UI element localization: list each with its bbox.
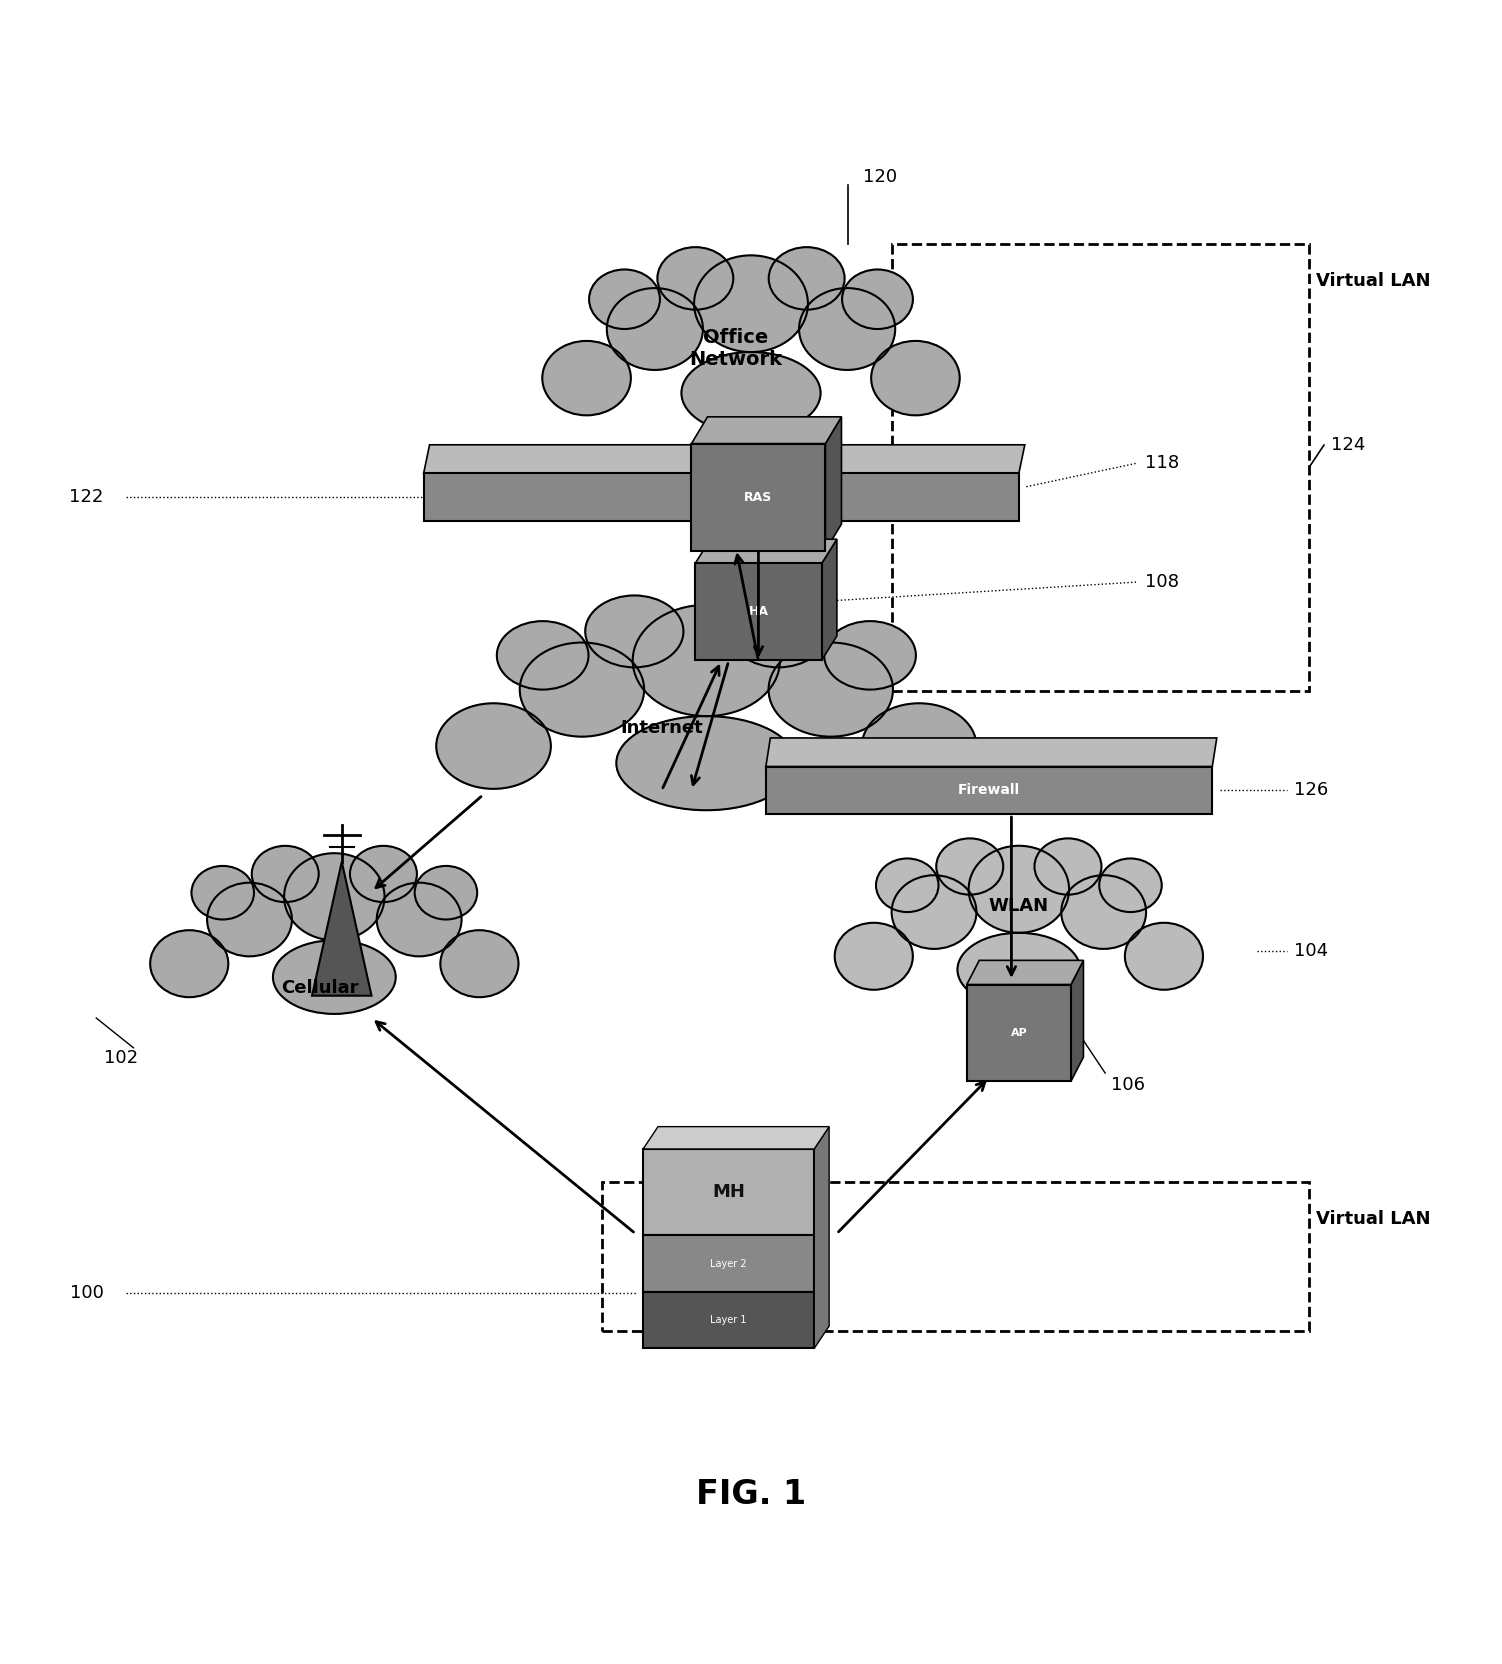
Ellipse shape <box>252 845 318 902</box>
Polygon shape <box>1071 960 1083 1082</box>
Ellipse shape <box>969 845 1069 934</box>
Ellipse shape <box>150 930 228 997</box>
Text: 102: 102 <box>104 1050 138 1067</box>
Text: 108: 108 <box>1146 572 1179 591</box>
Ellipse shape <box>825 621 916 689</box>
FancyBboxPatch shape <box>643 1291 814 1348</box>
Text: Layer 2: Layer 2 <box>710 1258 746 1268</box>
Text: 122: 122 <box>69 488 104 506</box>
Ellipse shape <box>607 288 703 369</box>
Polygon shape <box>766 737 1217 767</box>
Ellipse shape <box>843 270 913 329</box>
Ellipse shape <box>1062 875 1146 948</box>
Ellipse shape <box>957 934 1080 1007</box>
Ellipse shape <box>1099 859 1161 912</box>
Ellipse shape <box>284 854 385 940</box>
FancyBboxPatch shape <box>643 1148 814 1235</box>
Text: Cellular: Cellular <box>281 978 357 997</box>
Ellipse shape <box>1125 924 1203 990</box>
Text: WLAN: WLAN <box>988 897 1048 915</box>
Ellipse shape <box>436 704 551 789</box>
Text: 124: 124 <box>1331 436 1365 454</box>
Text: RAS: RAS <box>745 491 772 504</box>
Ellipse shape <box>497 621 589 689</box>
Ellipse shape <box>658 248 733 310</box>
Text: Virtual LAN: Virtual LAN <box>1316 1210 1431 1228</box>
Polygon shape <box>814 1127 829 1348</box>
Ellipse shape <box>589 270 659 329</box>
Ellipse shape <box>769 248 844 310</box>
Text: Layer 1: Layer 1 <box>710 1315 746 1325</box>
Text: 118: 118 <box>1146 454 1179 473</box>
Ellipse shape <box>377 882 461 957</box>
Ellipse shape <box>586 596 683 667</box>
Text: AP: AP <box>1011 1028 1027 1038</box>
Ellipse shape <box>207 882 291 957</box>
Text: Office
Network: Office Network <box>689 328 783 369</box>
FancyBboxPatch shape <box>695 564 822 661</box>
FancyBboxPatch shape <box>643 1235 814 1291</box>
Ellipse shape <box>769 642 894 737</box>
Text: FIG. 1: FIG. 1 <box>695 1478 807 1511</box>
Text: 100: 100 <box>69 1285 104 1303</box>
FancyBboxPatch shape <box>691 444 826 551</box>
Ellipse shape <box>415 865 478 920</box>
Ellipse shape <box>440 930 518 997</box>
FancyBboxPatch shape <box>967 985 1071 1082</box>
Ellipse shape <box>616 716 796 810</box>
Text: 106: 106 <box>1111 1077 1145 1093</box>
Text: 126: 126 <box>1295 782 1328 799</box>
Polygon shape <box>691 416 841 444</box>
Polygon shape <box>643 1127 829 1148</box>
Ellipse shape <box>871 341 960 416</box>
Ellipse shape <box>632 606 780 716</box>
Ellipse shape <box>892 875 976 948</box>
Ellipse shape <box>350 845 418 902</box>
FancyBboxPatch shape <box>766 767 1212 814</box>
Polygon shape <box>826 416 841 551</box>
Polygon shape <box>424 444 1024 473</box>
Text: Internet: Internet <box>620 719 703 737</box>
Polygon shape <box>967 960 1083 985</box>
Ellipse shape <box>835 924 913 990</box>
Ellipse shape <box>730 596 828 667</box>
Text: Virtual LAN: Virtual LAN <box>1316 273 1431 291</box>
Polygon shape <box>312 862 371 995</box>
Ellipse shape <box>936 839 1003 895</box>
Polygon shape <box>695 539 837 564</box>
Ellipse shape <box>694 255 808 353</box>
Ellipse shape <box>682 353 820 434</box>
Ellipse shape <box>862 704 976 789</box>
Ellipse shape <box>273 940 395 1013</box>
Ellipse shape <box>191 865 254 920</box>
Text: Firewall: Firewall <box>958 784 1020 797</box>
Ellipse shape <box>876 859 939 912</box>
FancyBboxPatch shape <box>424 473 1018 521</box>
Text: 120: 120 <box>862 168 897 186</box>
Text: HA: HA <box>748 606 769 619</box>
Ellipse shape <box>1035 839 1101 895</box>
Ellipse shape <box>799 288 895 369</box>
Text: 104: 104 <box>1295 942 1328 960</box>
Polygon shape <box>822 539 837 661</box>
Ellipse shape <box>542 341 631 416</box>
Text: MH: MH <box>712 1183 745 1201</box>
Ellipse shape <box>520 642 644 737</box>
